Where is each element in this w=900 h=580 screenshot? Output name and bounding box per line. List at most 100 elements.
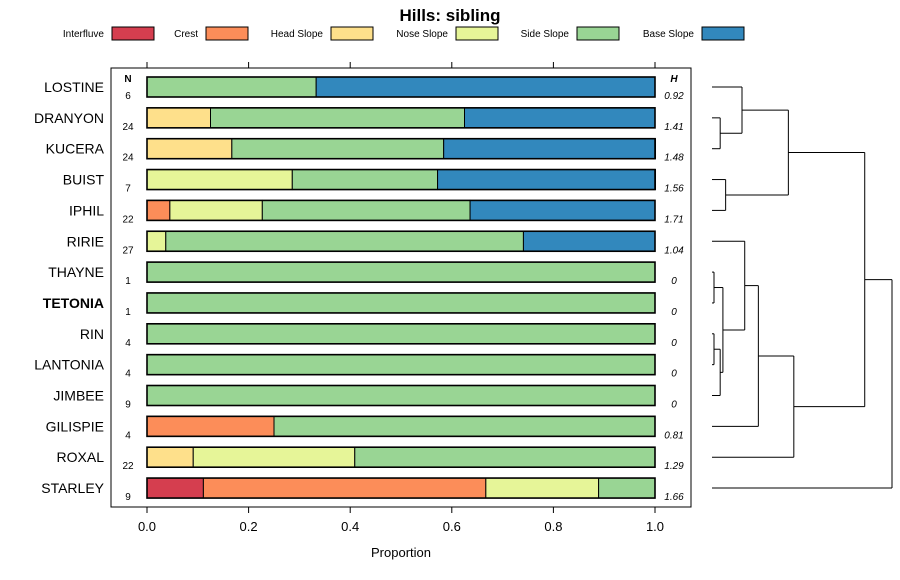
bar-outline-tetonia	[146, 292, 656, 314]
row-label-rin: RIN	[80, 326, 104, 342]
n-value-starley: 9	[125, 492, 131, 503]
row-label-thayne: THAYNE	[48, 264, 104, 280]
bar-segment-starley-crest	[202, 477, 487, 499]
n-value-ririe: 27	[122, 245, 134, 256]
legend-swatch-base-slope	[701, 26, 745, 41]
bar-segment-gilispie-crest	[146, 415, 275, 437]
h-value-dranyon: 1.41	[664, 122, 683, 133]
n-value-jimbee: 9	[125, 400, 131, 411]
x-axis-ticks: 0.0 0.2 0.4 0.6 0.8 1.0	[138, 62, 664, 534]
bar-segment-lantonia-side-slope	[146, 354, 656, 376]
legend-label-head-slope: Head Slope	[271, 29, 324, 40]
h-value-lantonia: 0	[671, 369, 677, 380]
bar-segment-iphil-crest	[146, 199, 171, 221]
x-tick-label: 0.2	[240, 519, 258, 534]
row-label-lantonia: LANTONIA	[34, 357, 104, 373]
chart-title: Hills: sibling	[399, 6, 500, 25]
bar-segment-kucera-side-slope	[231, 138, 445, 160]
bar-outline-lostine	[146, 76, 656, 98]
row-label-lostine: LOSTINE	[44, 79, 104, 95]
h-value-gilispie: 0.81	[664, 430, 683, 441]
legend-swatch-crest	[205, 26, 249, 41]
bar-segment-kucera-head-slope	[146, 138, 233, 160]
h-value-jimbee: 0	[671, 400, 677, 411]
h-column-header: H	[670, 74, 678, 85]
row-label-tetonia: TETONIA	[43, 295, 104, 311]
row-label-gilispie: GILISPIE	[46, 418, 104, 434]
bar-segment-iphil-base-slope	[469, 199, 656, 221]
h-value-rin: 0	[671, 338, 677, 349]
n-value-iphil: 22	[122, 214, 134, 225]
row-label-iphil: IPHIL	[69, 202, 104, 218]
bar-segment-ririe-nose-slope	[146, 230, 167, 252]
bar-segment-dranyon-head-slope	[146, 107, 211, 129]
x-tick-label: 1.0	[646, 519, 664, 534]
n-value-lantonia: 4	[125, 369, 131, 380]
bar-segment-buist-nose-slope	[146, 169, 293, 191]
dendrogram	[712, 86, 893, 489]
x-axis-label: Proportion	[371, 545, 431, 560]
bar-outline-gilispie	[146, 415, 656, 438]
h-value-kucera: 1.48	[664, 153, 684, 164]
bar-segment-dranyon-base-slope	[464, 107, 656, 129]
h-value-starley: 1.66	[664, 492, 684, 503]
n-value-kucera: 24	[122, 153, 134, 164]
bar-segment-ririe-side-slope	[165, 230, 524, 252]
bar-segment-thayne-side-slope	[146, 261, 656, 283]
row-label-roxal: ROXAL	[57, 449, 105, 465]
h-value-ririe: 1.04	[664, 245, 684, 256]
legend-label-side-slope: Side Slope	[521, 29, 570, 40]
bar-segment-starley-nose-slope	[485, 477, 600, 499]
legend-swatch-interfluve	[111, 26, 155, 41]
bar-segment-roxal-side-slope	[354, 446, 656, 468]
bar-segment-tetonia-side-slope	[146, 292, 656, 314]
bar-segment-ririe-base-slope	[522, 230, 656, 252]
n-column-header: N	[124, 74, 131, 85]
n-value-lostine: 6	[125, 91, 131, 102]
x-tick-label: 0.8	[544, 519, 562, 534]
bar-outline-iphil	[146, 199, 656, 222]
bar-segment-lostine-side-slope	[146, 76, 317, 98]
n-value-roxal: 22	[122, 461, 134, 472]
bar-outline-starley	[146, 477, 656, 499]
n-value-gilispie: 4	[125, 430, 131, 441]
bar-outline-buist	[146, 168, 656, 191]
row-label-jimbee: JIMBEE	[53, 388, 104, 404]
n-value-tetonia: 1	[125, 307, 131, 318]
bar-segment-roxal-head-slope	[146, 446, 194, 468]
plot-panel	[110, 67, 692, 508]
bar-segment-buist-base-slope	[437, 169, 657, 191]
legend-swatch-nose-slope	[455, 26, 499, 41]
bar-outline-ririe	[146, 230, 656, 253]
n-value-dranyon: 24	[122, 122, 134, 133]
bar-segment-starley-interfluve	[146, 477, 204, 499]
h-value-buist: 1.56	[664, 184, 684, 195]
bar-segment-roxal-nose-slope	[192, 446, 356, 468]
h-value-lostine: 0.92	[664, 91, 684, 102]
n-value-thayne: 1	[125, 276, 131, 287]
h-value-tetonia: 0	[671, 307, 677, 318]
x-tick-label: 0.6	[443, 519, 461, 534]
row-labels: LOSTINE 6 0.92 DRANYON 24 1.41 KUCERA 24 1.48 BUI…	[34, 79, 684, 503]
n-value-buist: 7	[125, 184, 131, 195]
row-label-buist: BUIST	[63, 172, 105, 188]
bar-segment-starley-side-slope	[598, 477, 656, 499]
bar-segment-rin-side-slope	[146, 323, 656, 345]
row-label-starley: STARLEY	[41, 480, 104, 496]
legend-label-crest: Crest	[174, 29, 198, 40]
bar-outline-roxal	[146, 446, 656, 469]
bar-outline-jimbee	[146, 384, 656, 407]
stacked-bars	[146, 76, 657, 499]
bar-outline-kucera	[146, 137, 656, 160]
bar-outline-lantonia	[146, 353, 656, 376]
n-value-rin: 4	[125, 338, 131, 349]
legend-label-base-slope: Base Slope	[643, 29, 695, 40]
h-value-iphil: 1.71	[664, 214, 683, 225]
legend: Interfluve Crest Head Slope Nose Slope Side …	[63, 26, 745, 41]
bar-outline-rin	[146, 322, 656, 345]
h-value-thayne: 0	[671, 276, 677, 287]
bar-segment-kucera-base-slope	[443, 138, 657, 160]
legend-label-interfluve: Interfluve	[63, 29, 105, 40]
legend-swatch-head-slope	[330, 26, 374, 41]
